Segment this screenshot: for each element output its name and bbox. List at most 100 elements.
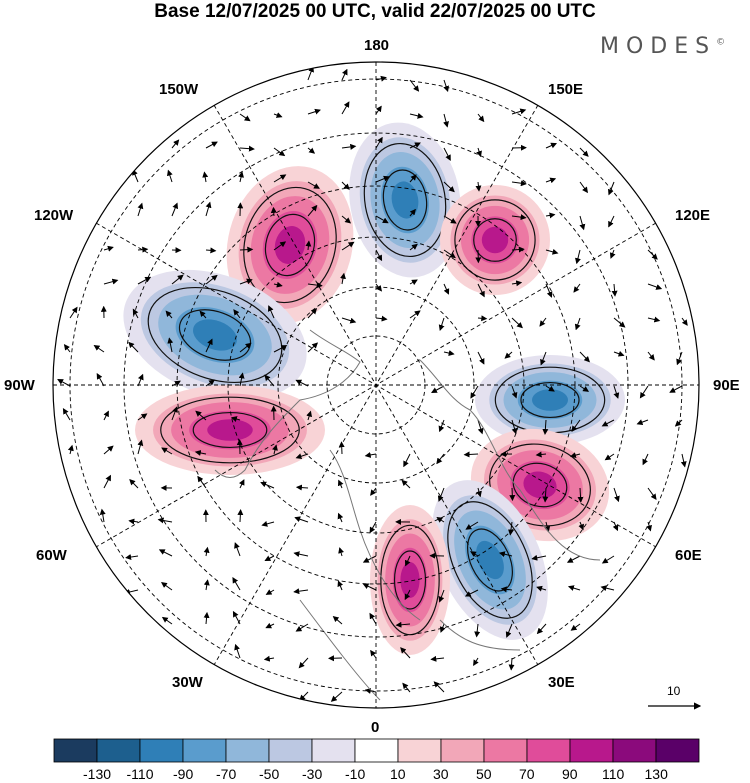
wind-arrow xyxy=(579,215,586,231)
wind-arrow xyxy=(536,623,547,635)
wind-arrow xyxy=(540,351,547,366)
wind-arrow xyxy=(433,681,445,693)
wind-arrow xyxy=(239,145,255,152)
wind-arrow xyxy=(341,215,352,224)
wind-arrow xyxy=(608,215,615,228)
colorbar-swatch xyxy=(483,738,528,763)
wind-arrow xyxy=(239,278,253,285)
wind-arrow xyxy=(601,555,615,564)
colorbar-tick-label: 110 xyxy=(602,766,625,782)
wind-arrow xyxy=(511,108,527,115)
wind-arrow xyxy=(542,487,549,503)
wind-arrow xyxy=(465,521,479,530)
wind-arrow xyxy=(260,481,275,489)
wind-arrow xyxy=(293,551,309,558)
wind-arrow xyxy=(531,554,547,561)
wind-arrow xyxy=(205,338,213,353)
colorbar-tick-label: -30 xyxy=(302,766,323,782)
wind-arrow xyxy=(579,147,589,157)
wind-arrow xyxy=(579,385,590,392)
lon-label-90e: 90E xyxy=(713,377,740,394)
wind-arrow xyxy=(443,350,455,356)
wind-arrow xyxy=(443,181,455,193)
wind-arrow xyxy=(464,589,479,597)
wind-arrow xyxy=(237,509,244,523)
wind-arrow xyxy=(137,373,144,387)
wind-arrow xyxy=(205,201,212,217)
colorbar-swatch xyxy=(53,738,98,763)
lon-label-120w: 120W xyxy=(34,207,74,224)
colorbar-tick-label: -10 xyxy=(345,766,366,782)
wind-arrow xyxy=(647,316,661,323)
wind-arrow xyxy=(364,451,377,458)
wind-arrow xyxy=(669,385,683,393)
wind-arrow xyxy=(273,281,283,288)
colorbar-tick-label: -50 xyxy=(259,766,280,782)
wind-arrow xyxy=(137,246,149,253)
wind-arrow xyxy=(404,589,411,601)
map-title: Base 12/07/2025 00 UTC, valid 22/07/2025… xyxy=(154,1,596,22)
wind-arrow xyxy=(194,450,207,456)
wind-arrow xyxy=(475,181,482,192)
wind-arrow xyxy=(295,623,309,632)
lon-label-60e: 60E xyxy=(675,547,702,564)
wind-arrow xyxy=(436,453,445,465)
wind-arrow xyxy=(263,655,275,662)
wind-arrow xyxy=(375,136,383,149)
wind-arrow xyxy=(166,169,173,183)
wind-arrow xyxy=(370,487,377,496)
wind-arrow xyxy=(395,621,411,628)
wind-arrow xyxy=(443,283,450,295)
wind-arrow xyxy=(234,643,241,659)
wind-arrow xyxy=(443,215,457,224)
wind-arrow xyxy=(542,419,549,435)
wind-arrow xyxy=(647,487,657,501)
wind-arrow xyxy=(129,478,139,489)
wind-arrow xyxy=(536,585,547,592)
wind-arrow xyxy=(337,479,344,489)
colorbar-tick-label: 50 xyxy=(476,766,492,782)
wind-arrow xyxy=(636,419,649,425)
anomaly-positive xyxy=(440,185,550,295)
wind-arrow xyxy=(676,351,683,366)
wind-arrow xyxy=(338,547,344,557)
wind-arrow xyxy=(369,521,377,534)
wind-arrow xyxy=(103,445,114,455)
wind-arrow xyxy=(63,344,71,353)
wind-arrow xyxy=(305,240,312,251)
lon-label-30e: 30E xyxy=(548,674,575,691)
wind-arrow xyxy=(437,487,445,502)
wind-arrow xyxy=(239,113,251,122)
wind-arrow xyxy=(171,274,184,285)
colorbar-tick-label: 90 xyxy=(562,766,578,782)
wind-arrow xyxy=(508,657,515,671)
wind-arrow xyxy=(307,181,320,189)
anomaly-negative xyxy=(349,122,461,278)
wind-arrow xyxy=(199,310,207,319)
wind-arrow xyxy=(273,174,287,183)
wind-arrow xyxy=(400,647,411,659)
wind-arrow xyxy=(511,180,527,187)
wind-arrow xyxy=(579,181,588,194)
wind-arrow xyxy=(272,444,278,455)
wind-arrow xyxy=(574,317,581,331)
wind-arrow xyxy=(476,147,482,158)
wind-arrow xyxy=(608,181,615,196)
wind-arrow xyxy=(403,453,411,468)
wind-arrow xyxy=(267,305,275,319)
wind-arrow xyxy=(476,487,482,498)
vector-reference-label: 10 xyxy=(667,684,681,698)
wind-arrow xyxy=(613,317,626,328)
wind-arrow xyxy=(511,280,523,287)
wind-arrow xyxy=(362,583,377,591)
lon-label-30w: 30W xyxy=(172,674,203,691)
wind-arrow xyxy=(375,315,388,322)
wind-arrow xyxy=(341,317,357,324)
wind-arrow xyxy=(375,105,382,115)
colorbar-swatch xyxy=(139,738,184,763)
wind-arrow xyxy=(332,615,343,625)
wind-arrow xyxy=(337,580,344,591)
wind-arrow xyxy=(202,171,209,183)
colorbar-swatch xyxy=(569,738,614,763)
wind-arrow xyxy=(205,141,218,149)
